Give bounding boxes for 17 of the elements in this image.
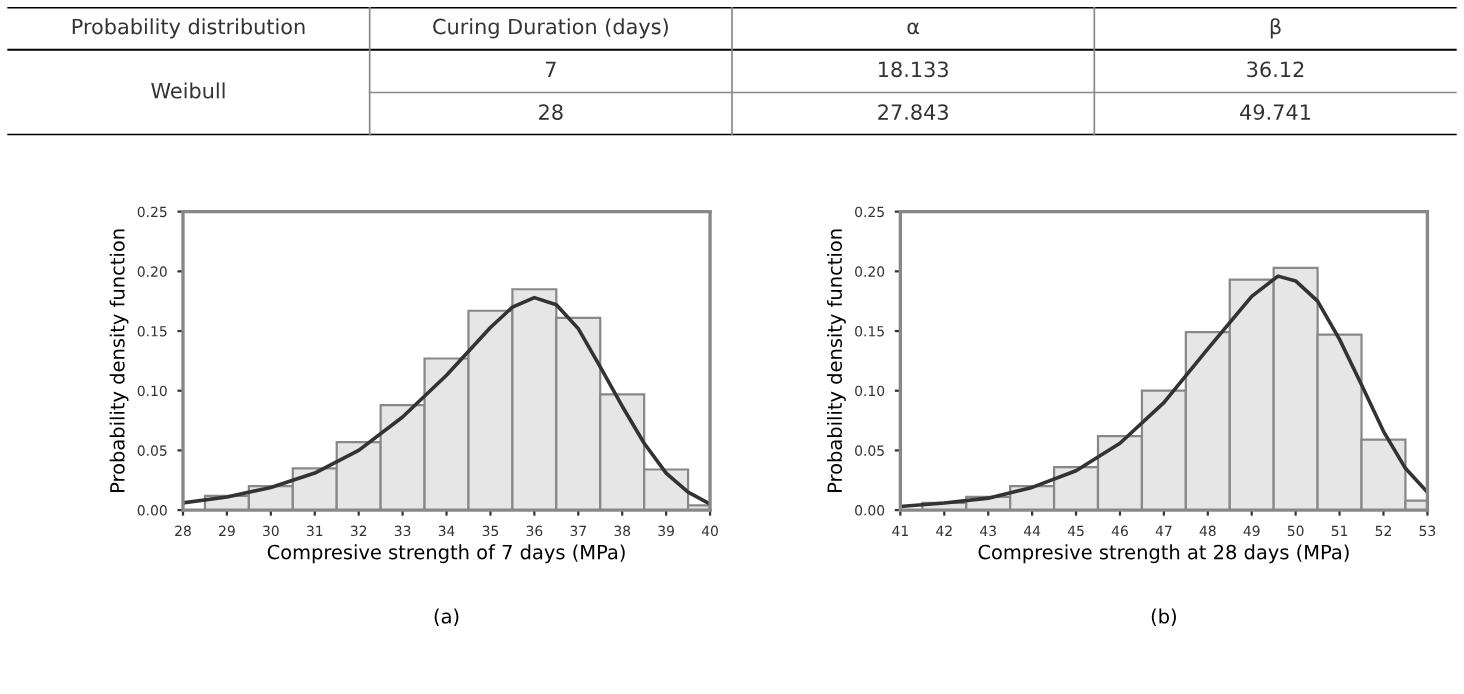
text: 36.12: [1247, 61, 1304, 78]
text: (b): [1151, 608, 1176, 626]
text: Weibull: [151, 82, 225, 99]
text: (a): [434, 608, 459, 626]
y-axis-title: Probability density function: [827, 229, 846, 492]
text: α: [907, 22, 920, 35]
text: 49.741: [1240, 104, 1311, 120]
text: Probability distribution: [72, 18, 305, 39]
text: β: [1270, 18, 1281, 39]
x-axis-title: Compresive strength at 28 days (MPa): [978, 544, 1349, 564]
y-axis-title: Probability density function: [109, 229, 129, 492]
x-axis-title: Compresive strength of 7 days (MPa): [267, 544, 625, 564]
text: 7: [545, 61, 556, 77]
text: 28: [539, 104, 563, 120]
text: 27.843: [878, 104, 948, 120]
text: Curing Duration (days): [433, 18, 668, 39]
text: 18.133: [879, 61, 948, 78]
